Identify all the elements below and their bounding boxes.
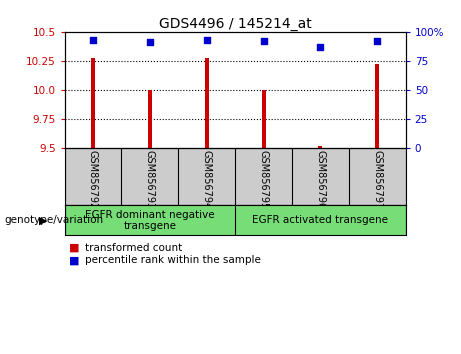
Point <box>203 37 210 43</box>
Text: EGFR dominant negative
transgene: EGFR dominant negative transgene <box>85 210 215 231</box>
Text: EGFR activated transgene: EGFR activated transgene <box>252 215 389 225</box>
Bar <box>205 58 209 148</box>
Bar <box>261 90 266 148</box>
Text: GSM856795: GSM856795 <box>259 150 269 210</box>
Point <box>146 39 154 45</box>
Point <box>260 38 267 44</box>
Point <box>373 38 381 44</box>
Text: GSM856793: GSM856793 <box>145 150 155 210</box>
Point <box>317 44 324 50</box>
Bar <box>375 64 379 148</box>
Bar <box>319 146 322 148</box>
Text: GSM856792: GSM856792 <box>88 150 98 210</box>
Text: percentile rank within the sample: percentile rank within the sample <box>85 255 261 265</box>
Bar <box>91 58 95 148</box>
Text: ■: ■ <box>69 243 80 253</box>
Title: GDS4496 / 145214_at: GDS4496 / 145214_at <box>159 17 312 31</box>
Text: GSM856794: GSM856794 <box>201 150 212 210</box>
Text: ▶: ▶ <box>39 215 47 225</box>
Text: GSM856797: GSM856797 <box>372 150 382 210</box>
Text: genotype/variation: genotype/variation <box>5 215 104 225</box>
Text: ■: ■ <box>69 255 80 265</box>
Bar <box>148 90 152 148</box>
Point <box>89 37 97 43</box>
Text: GSM856796: GSM856796 <box>315 150 325 210</box>
Text: transformed count: transformed count <box>85 243 183 253</box>
